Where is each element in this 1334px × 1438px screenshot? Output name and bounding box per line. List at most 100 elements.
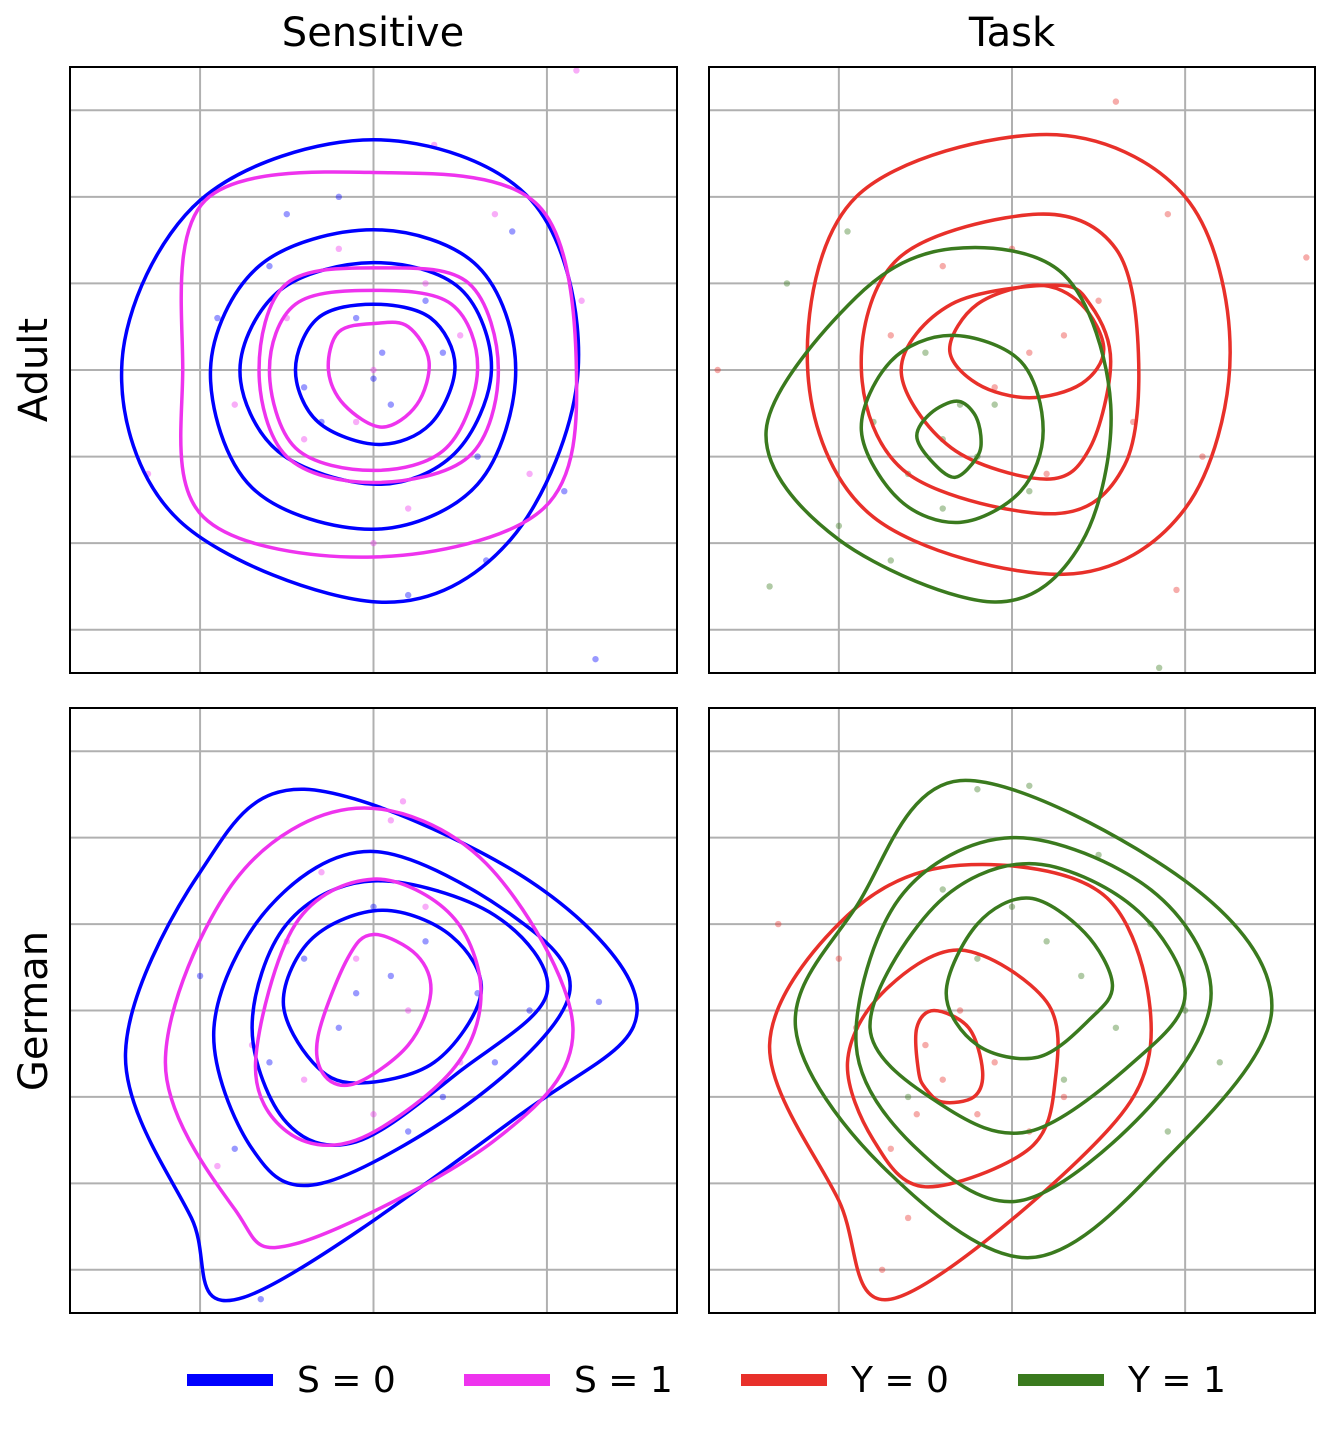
point [300,955,308,962]
point [1164,1128,1172,1135]
contour [767,862,1153,1302]
point [991,401,998,408]
contour [915,399,983,480]
contour [859,333,1045,525]
point [835,955,843,962]
point [439,1093,447,1101]
point [370,903,377,910]
point [404,1007,412,1014]
point [491,1059,499,1066]
legend-label: S = 1 [574,1360,673,1401]
point [422,903,429,910]
point [1060,1076,1068,1083]
contour [947,283,1106,400]
legend-label: Y = 1 [1127,1360,1226,1401]
point [214,314,221,322]
point [231,401,238,408]
point [974,786,981,793]
point [352,418,360,426]
point [844,228,851,235]
point [573,67,580,74]
panel [709,708,1315,1313]
point [300,384,308,391]
contour [944,896,1115,1061]
point [592,655,599,663]
point [904,1093,912,1101]
point [404,591,412,599]
row-label: Adult [11,318,57,422]
point [196,972,204,980]
point [835,522,843,530]
point [335,245,343,252]
point [1078,972,1085,980]
point [370,1111,377,1118]
point [1043,938,1050,945]
point [1026,349,1033,356]
point [257,1295,264,1303]
point [378,349,386,356]
point [775,920,782,928]
contour [854,835,1213,1204]
point [352,990,360,997]
point [974,955,981,962]
contour [913,1008,985,1105]
point [878,1266,886,1273]
panel [70,67,677,673]
plot-frame [69,707,678,1314]
contour [314,932,433,1088]
point [766,583,773,590]
point [474,453,481,460]
contour [764,245,1113,604]
plot-frame [708,66,1316,674]
contour [859,212,1141,516]
point [1112,1024,1120,1031]
point [387,401,395,408]
contour [868,861,1187,1135]
point [1095,851,1102,859]
point [352,314,360,322]
point [457,332,464,339]
point [404,1128,412,1135]
point [300,436,308,443]
point [231,1145,238,1152]
point [1043,470,1050,478]
point [266,262,273,270]
point [370,366,377,374]
contour [211,849,572,1188]
plot-frame [69,66,678,674]
plot-frame [708,707,1316,1314]
point [266,1059,273,1066]
point [439,349,447,356]
legend-label: S = 0 [297,1360,396,1401]
point [422,297,429,304]
contour [899,283,1113,481]
point [1026,488,1033,495]
point [956,1007,964,1014]
point [578,297,585,304]
point [491,210,499,218]
contour [845,948,1060,1189]
point [370,375,377,382]
contour [293,302,457,447]
point [939,505,946,512]
point [335,1024,343,1031]
point [922,1041,929,1049]
point [974,1111,981,1118]
point [387,972,395,980]
contour [179,170,579,559]
point [887,1145,894,1152]
point [422,280,429,287]
point [887,332,894,339]
point [1026,782,1033,789]
legend-label: Y = 0 [850,1360,949,1401]
contour [805,132,1232,577]
point [370,539,377,547]
point [714,366,721,374]
point [283,210,290,218]
point [1164,210,1172,218]
point [1060,1093,1068,1101]
contour [267,288,480,473]
point [509,228,516,235]
point [335,193,343,201]
